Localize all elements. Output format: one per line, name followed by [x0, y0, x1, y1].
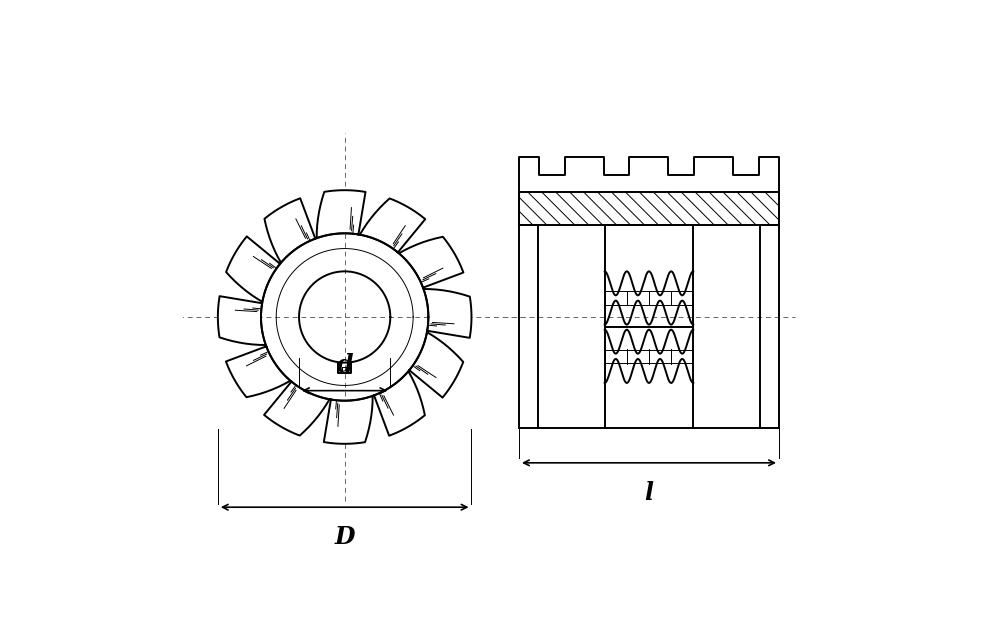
Polygon shape	[424, 289, 471, 338]
Polygon shape	[409, 332, 463, 398]
Polygon shape	[264, 382, 329, 436]
Polygon shape	[360, 198, 425, 252]
Text: D: D	[334, 525, 355, 549]
Text: d: d	[336, 353, 353, 377]
Polygon shape	[324, 396, 373, 444]
Polygon shape	[399, 236, 463, 288]
Polygon shape	[226, 346, 290, 398]
Polygon shape	[317, 190, 366, 238]
Text: l: l	[644, 481, 653, 505]
Polygon shape	[264, 198, 315, 262]
Polygon shape	[218, 296, 266, 345]
Polygon shape	[226, 236, 280, 302]
Polygon shape	[374, 372, 425, 436]
Polygon shape	[519, 192, 779, 225]
